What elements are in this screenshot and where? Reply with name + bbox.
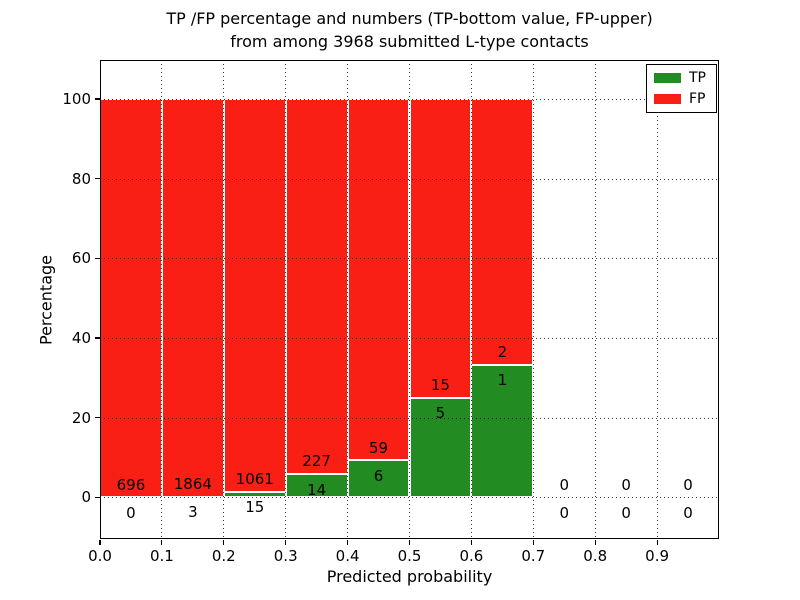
x-tick-mark (347, 540, 349, 545)
tp-count-label: 5 (435, 404, 446, 423)
fp-bar-segment (471, 99, 534, 365)
gridline-vertical (161, 60, 163, 539)
fp-count-label: 15 (430, 375, 450, 394)
legend-swatch-fp (654, 94, 681, 104)
fp-count-label: 696 (116, 475, 146, 494)
tp-count-label: 0 (683, 503, 693, 522)
tp-count-label: 3 (188, 503, 198, 522)
fp-bar-segment (161, 99, 224, 497)
gridline-horizontal (100, 417, 719, 419)
fp-bar-segment (100, 99, 162, 498)
legend-entry-tp: TP (654, 71, 709, 85)
x-tick-mark (594, 540, 596, 545)
x-tick-label: 0.3 (273, 547, 298, 565)
x-tick-mark (408, 540, 411, 545)
legend-swatch-tp (654, 73, 681, 83)
x-tick-label: 0.4 (335, 547, 360, 565)
tp-count-label: 1 (497, 371, 508, 390)
gridline-horizontal (100, 497, 719, 499)
gridline-horizontal (100, 99, 719, 100)
y-tick-mark (95, 417, 100, 419)
x-tick-mark (285, 540, 287, 545)
gridline-horizontal (100, 258, 719, 260)
x-tick-mark (223, 540, 225, 545)
fp-count-label: 227 (302, 452, 331, 471)
y-axis-label: Percentage (36, 254, 56, 346)
x-tick-label: 0.9 (645, 547, 670, 565)
fp-bar-segment (347, 99, 410, 461)
gridline-horizontal (100, 337, 719, 339)
gridline-vertical (470, 60, 472, 539)
legend: TP FP (646, 64, 717, 113)
x-tick-label: 0.7 (521, 547, 546, 565)
y-tick-mark (95, 98, 100, 100)
fp-count-label: 0 (621, 475, 631, 494)
tp-bar-segment (347, 460, 410, 498)
gridline-vertical (347, 60, 349, 539)
fp-bar-segment (285, 99, 348, 475)
legend-label-fp: FP (689, 91, 706, 107)
fp-bar-segment (409, 99, 472, 398)
fp-bar-segment (223, 99, 286, 492)
plot-area: 696 0 1864 3 1061 15 227 14 59 6 15 5 2 1 0 0 0 0 0 0 0.0 0.1… (62, 60, 719, 565)
tp-count-label: 15 (245, 498, 265, 517)
y-tick-mark (95, 257, 100, 259)
x-tick-label: 0.6 (459, 547, 484, 565)
x-tick-label: 0.1 (149, 547, 174, 565)
x-axis-label: Predicted probability (326, 567, 493, 586)
tp-count-label: 14 (307, 480, 327, 499)
gridline-vertical (656, 60, 658, 539)
fp-count-label: 0 (559, 475, 570, 494)
x-tick-mark (532, 540, 534, 545)
x-tick-label: 0.5 (397, 547, 422, 565)
tp-count-label: 0 (621, 503, 631, 522)
y-tick-mark (95, 337, 100, 339)
legend-label-tp: TP (689, 70, 706, 86)
gridline-horizontal (100, 178, 719, 180)
y-tick-label: 0 (81, 488, 91, 507)
y-tick-mark (95, 178, 100, 180)
x-tick-mark (656, 540, 658, 545)
x-tick-mark (470, 540, 472, 545)
legend-entry-fp: FP (654, 92, 709, 106)
y-tick-label: 60 (71, 249, 91, 268)
gridline-vertical (223, 60, 225, 539)
gridline-vertical (409, 60, 410, 539)
gridline-vertical (285, 60, 287, 539)
y-tick-label: 40 (71, 328, 91, 347)
y-tick-label: 20 (71, 408, 91, 427)
chart-title: TP /FP percentage and numbers (TP-bottom… (100, 7, 719, 53)
fp-count-label: 1061 (235, 469, 274, 488)
x-tick-label: 0.0 (88, 547, 112, 565)
x-tick-mark (161, 540, 163, 545)
gridline-vertical (532, 60, 534, 539)
y-tick-label: 100 (62, 90, 91, 108)
tp-count-label: 0 (126, 503, 136, 522)
chart-title-line1: TP /FP percentage and numbers (TP-bottom… (166, 9, 653, 28)
y-tick-mark (95, 496, 100, 498)
x-tick-label: 0.2 (211, 547, 236, 565)
chart-title-line2: from among 3968 submitted L-type contact… (230, 32, 589, 51)
tp-count-label: 0 (559, 503, 570, 522)
tp-count-label: 6 (373, 467, 384, 486)
gridline-vertical (594, 60, 596, 539)
fp-count-label: 59 (369, 438, 389, 457)
x-tick-mark (99, 540, 101, 545)
y-tick-label: 80 (71, 169, 91, 188)
x-tick-label: 0.8 (583, 547, 608, 565)
fp-count-label: 0 (683, 475, 693, 494)
fp-count-label: 2 (497, 342, 508, 361)
fp-count-label: 1864 (173, 474, 212, 493)
